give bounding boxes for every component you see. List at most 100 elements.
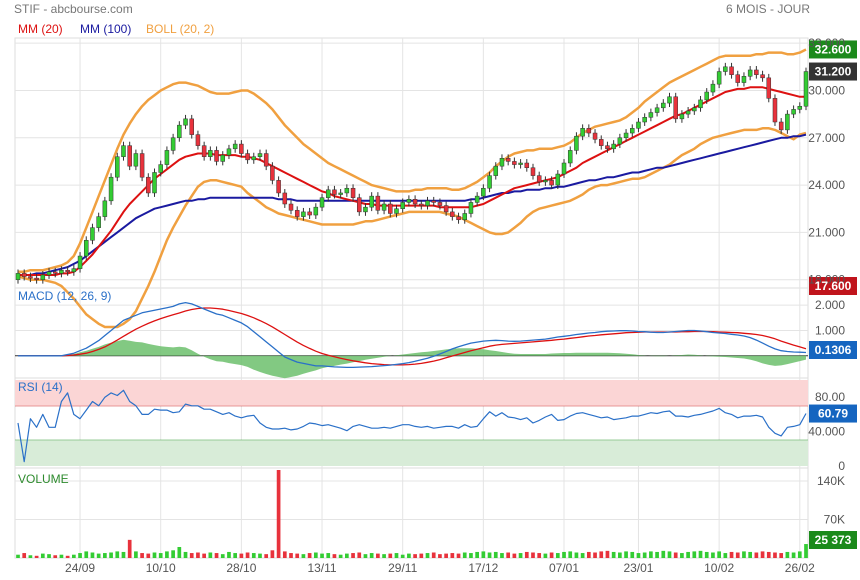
- candle: [561, 162, 567, 175]
- ma100-line: [18, 133, 807, 276]
- volume-bar: [512, 553, 517, 558]
- candle: [139, 153, 145, 178]
- volume-bar: [40, 553, 45, 558]
- candle: [220, 154, 226, 162]
- candle: [611, 143, 616, 150]
- candle: [549, 180, 554, 186]
- volume-bar: [636, 553, 641, 558]
- candle: [270, 165, 275, 181]
- macd-title: MACD (12, 26, 9): [18, 289, 111, 303]
- x-tick-label: 10/10: [146, 561, 176, 575]
- volume-bar: [698, 550, 703, 558]
- price-y-tick: 24.000: [808, 178, 845, 192]
- volume-bar: [140, 553, 144, 558]
- badge-low: 17.600: [815, 279, 852, 293]
- candle: [71, 268, 77, 273]
- candle: [263, 153, 269, 167]
- candle: [437, 202, 443, 206]
- bollinger-upper: [18, 48, 807, 274]
- x-tick-label: 23/01: [623, 561, 653, 575]
- volume-bar: [649, 551, 653, 558]
- volume-bar: [773, 552, 777, 558]
- candle: [468, 202, 474, 214]
- candle: [412, 199, 418, 205]
- volume-bar: [487, 552, 492, 558]
- badge-low-bg: [809, 277, 857, 295]
- volume-bar: [555, 553, 560, 558]
- legend-item: MM (20): [18, 22, 63, 36]
- candle: [698, 99, 703, 109]
- badge-bollinger-upper: 32.600: [815, 42, 852, 56]
- volume-bar: [692, 551, 697, 558]
- volume-bar: [729, 551, 734, 558]
- volume-bar: [363, 554, 368, 558]
- candle: [65, 269, 70, 273]
- volume-bar: [127, 539, 132, 558]
- volume-bar: [53, 555, 58, 558]
- candle: [679, 113, 685, 120]
- candle: [598, 139, 604, 146]
- candle: [394, 208, 399, 214]
- volume-bar: [723, 553, 728, 558]
- candle: [102, 200, 108, 217]
- candle: [785, 113, 790, 131]
- volume-bar: [760, 551, 765, 558]
- candle: [667, 96, 672, 104]
- candle: [443, 205, 449, 213]
- volume-bar: [96, 553, 101, 558]
- candle: [505, 158, 511, 162]
- candle: [642, 117, 647, 123]
- candle: [592, 132, 598, 140]
- candle: [400, 202, 405, 209]
- volume-bar: [289, 553, 293, 558]
- volume-bar: [785, 551, 790, 558]
- volume-bar: [742, 551, 746, 558]
- volume-bar: [618, 552, 622, 558]
- candle: [282, 192, 288, 205]
- volume-bar: [481, 551, 486, 558]
- candle: [803, 71, 809, 107]
- candle: [245, 153, 250, 161]
- candle: [419, 203, 424, 206]
- volume-bar: [115, 551, 120, 558]
- candle: [778, 121, 784, 131]
- volume-bar: [171, 550, 175, 558]
- candle: [760, 74, 765, 79]
- price-y-tick: 18.000: [808, 273, 845, 287]
- candle: [338, 192, 343, 195]
- legend-item: BOLL (20, 2): [146, 22, 214, 36]
- candle: [388, 203, 393, 214]
- candle: [630, 128, 635, 134]
- candle: [543, 180, 548, 183]
- candle: [747, 69, 753, 77]
- candle: [406, 199, 412, 203]
- candle: [580, 128, 585, 137]
- candle: [201, 145, 207, 157]
- candle: [493, 165, 499, 176]
- price-y-tick: 33.000: [808, 36, 845, 50]
- candle: [214, 150, 219, 162]
- badge-last-price: 31.200: [815, 65, 852, 79]
- candle: [605, 145, 610, 150]
- candle: [530, 167, 536, 176]
- candle: [772, 98, 778, 123]
- volume-bar: [711, 552, 715, 558]
- candle: [251, 156, 257, 161]
- volume-bar: [345, 553, 349, 558]
- price-y-tick: 27.000: [808, 131, 845, 145]
- volume-bar: [438, 554, 442, 558]
- candle: [276, 180, 281, 194]
- candle: [369, 195, 374, 208]
- candle: [636, 121, 641, 129]
- volume-bar: [146, 553, 151, 558]
- volume-bar: [586, 551, 591, 558]
- volume-bar: [376, 553, 380, 558]
- candle: [121, 145, 126, 157]
- volume-bar: [28, 555, 33, 558]
- volume-bar: [65, 555, 70, 558]
- volume-bar: [351, 553, 355, 558]
- candle: [648, 112, 654, 118]
- volume-bar: [605, 550, 610, 558]
- candle: [704, 91, 709, 101]
- x-tick-label: 13/11: [307, 561, 336, 575]
